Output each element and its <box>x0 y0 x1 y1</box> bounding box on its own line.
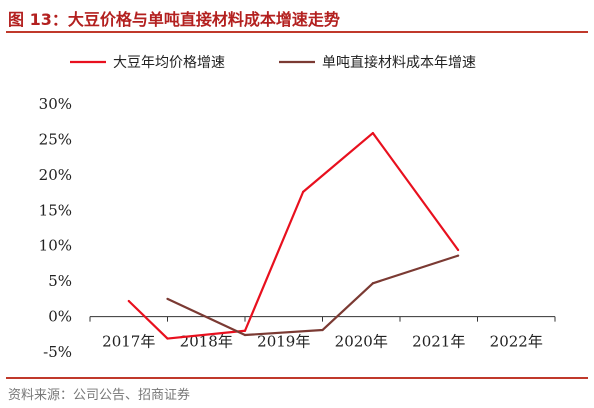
series-2-point <box>457 254 460 257</box>
series-2-point <box>321 328 324 332</box>
title-rule <box>6 31 588 33</box>
y-axis: 30% 25% 20% 15% 10% 5% 0% -5% <box>39 95 72 361</box>
series-1-point <box>457 248 460 252</box>
series-1-point <box>302 190 305 193</box>
legend-label-2: 单吨直接材料成本年增速 <box>322 54 476 71</box>
y-tick-label: -5% <box>43 343 72 361</box>
footer-rule <box>6 377 588 379</box>
line-chart: 大豆年均价格增速 单吨直接材料成本年增速 30% 25% 20% 15% 10% 5% 0% -… <box>39 54 556 361</box>
source-note: 资料来源：公司公告、招商证券 <box>8 388 191 403</box>
series-2-point <box>243 333 247 337</box>
legend: 大豆年均价格增速 单吨直接材料成本年增速 <box>70 54 476 71</box>
y-tick-label: 25% <box>39 130 72 148</box>
series-group <box>127 131 460 340</box>
x-tick-label: 2019年 <box>257 333 310 351</box>
y-tick-label: 15% <box>39 201 72 219</box>
series-1-point <box>127 299 130 303</box>
x-axis: 2017年 2018年 2019年 2020年 2021年 2022年 <box>89 316 556 351</box>
y-tick-label: 0% <box>48 308 72 326</box>
x-tick-label: 2020年 <box>335 333 388 351</box>
x-tick-label: 2021年 <box>412 333 465 351</box>
series-2-point <box>166 297 169 300</box>
y-tick-label: 30% <box>39 95 72 113</box>
chart-title: 图 13：大豆价格与单吨直接材料成本增速走势 <box>8 10 340 29</box>
series-1-point <box>243 329 247 332</box>
y-tick-label: 5% <box>48 272 72 290</box>
legend-label-1: 大豆年均价格增速 <box>113 55 225 71</box>
series-2-point <box>371 282 374 285</box>
y-tick-label: 10% <box>39 237 72 255</box>
x-tick-label: 2022年 <box>490 333 543 351</box>
title-bar: 图 13：大豆价格与单吨直接材料成本增速走势 <box>0 0 594 36</box>
series-line-2 <box>167 254 459 337</box>
series-1-point <box>166 337 169 340</box>
series-line-1 <box>127 131 460 340</box>
x-tick-label: 2017年 <box>102 333 155 351</box>
series-1-point <box>371 131 374 135</box>
y-tick-label: 20% <box>39 166 72 184</box>
